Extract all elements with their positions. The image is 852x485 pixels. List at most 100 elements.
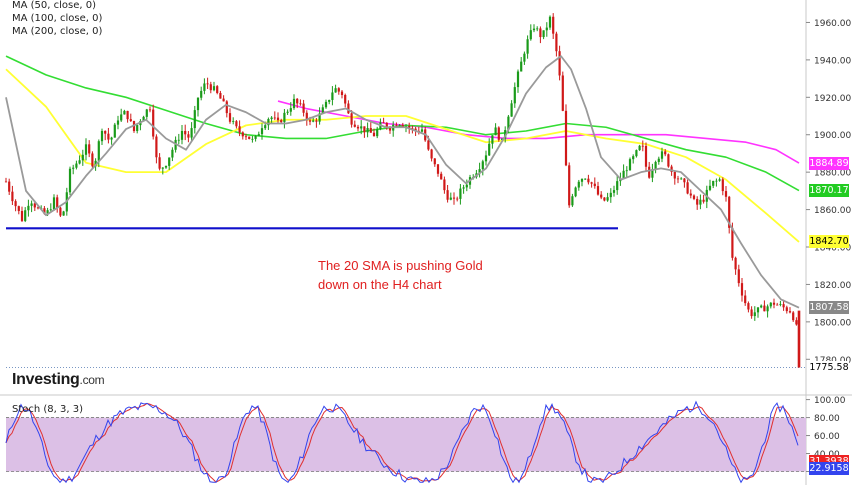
candle-body: [232, 121, 235, 123]
legend-ma100: MA (100, close, 0): [12, 13, 103, 24]
candle-body: [750, 309, 753, 317]
sma20-line: [5, 55, 800, 309]
candle-body: [398, 125, 401, 126]
candle-body: [196, 97, 200, 111]
candle-body: [219, 92, 222, 99]
candle-body: [744, 295, 747, 304]
candle-body: [8, 181, 11, 192]
candle-body: [507, 116, 510, 131]
candle-body: [795, 320, 798, 325]
candle-body: [660, 151, 664, 159]
candle-body: [484, 155, 488, 162]
candle-body: [321, 107, 324, 114]
candle-body: [366, 128, 369, 133]
candle-body: [651, 169, 654, 178]
candle-body: [558, 51, 561, 76]
candle-body: [548, 16, 552, 28]
candle-body: [497, 127, 500, 140]
candle-body: [46, 210, 49, 214]
candle-body: [273, 117, 276, 119]
candle-body: [574, 187, 577, 197]
candle-body: [152, 109, 155, 137]
candle-body: [168, 157, 171, 166]
candle-body: [667, 154, 670, 167]
candle-body: [193, 110, 196, 129]
candle-body: [372, 132, 376, 137]
stoch-d-line: [5, 402, 799, 483]
candle-body: [52, 197, 56, 210]
candle-body: [712, 180, 715, 186]
candle-body: [628, 159, 632, 171]
candle-body: [382, 122, 385, 124]
candle-body: [94, 160, 97, 167]
candle-body: [433, 158, 436, 165]
annotation-line-2: down on the H4 chart: [318, 277, 442, 292]
candle-body: [254, 135, 257, 139]
candle-body: [529, 30, 532, 40]
candle-body: [459, 188, 462, 199]
candle-body: [270, 117, 273, 120]
price-badge: 1870.17: [809, 184, 849, 198]
candle-body: [283, 112, 286, 123]
candle-body: [91, 153, 94, 167]
candle-body: [190, 128, 193, 138]
candle-body: [782, 304, 785, 308]
candle-body: [347, 103, 350, 114]
candle-body: [120, 114, 123, 121]
stoch-k-line: [5, 400, 799, 484]
candle-body: [596, 186, 600, 195]
candle-body: [792, 312, 795, 321]
candle-body: [340, 91, 344, 95]
candle-body: [43, 208, 46, 214]
legend-ma50: MA (50, close, 0): [12, 0, 97, 11]
candle-body: [113, 124, 116, 138]
candle-body: [238, 126, 241, 133]
candle-body: [241, 132, 244, 137]
candle-body: [638, 145, 641, 151]
candle-body: [692, 195, 696, 199]
candle-body: [296, 98, 299, 104]
candle-body: [88, 144, 91, 154]
stoch-badge: 22.9158: [809, 462, 849, 476]
candle-body: [24, 210, 27, 221]
candle-body: [635, 150, 638, 157]
candle-body: [590, 182, 593, 184]
candle-body: [449, 197, 452, 200]
candle-body: [72, 167, 75, 169]
candle-body: [145, 109, 148, 117]
candle-body: [641, 145, 644, 147]
candle-body: [465, 184, 468, 188]
candle-body: [36, 207, 40, 209]
candle-body: [315, 120, 318, 122]
candle-body: [510, 103, 513, 117]
candle-body: [462, 187, 465, 189]
candle-body: [318, 113, 321, 122]
candle-body: [708, 185, 712, 190]
candle-body: [504, 130, 507, 139]
candle-body: [766, 306, 769, 312]
candle-body: [116, 120, 120, 125]
candle-body: [184, 130, 187, 135]
candle-body: [81, 154, 84, 161]
candle-body: [411, 127, 414, 129]
candle-body: [4, 181, 8, 183]
candle-body: [571, 196, 574, 206]
price-tick-label: 1800.00: [814, 318, 851, 328]
candle-body: [264, 125, 267, 129]
candle-body: [161, 167, 164, 169]
candle-body: [523, 53, 526, 62]
candle-body: [17, 206, 20, 212]
candle-body: [257, 134, 260, 136]
candle-body: [27, 205, 30, 211]
candle-body: [305, 112, 308, 121]
candle-body: [747, 303, 750, 310]
candle-body: [772, 302, 776, 305]
candle-body: [606, 197, 609, 201]
ma50-line: [5, 68, 800, 243]
candle-body: [427, 140, 430, 150]
candle-body: [446, 190, 449, 200]
candle-body: [532, 28, 536, 31]
candle-body: [84, 144, 88, 155]
candle-body: [312, 120, 315, 122]
